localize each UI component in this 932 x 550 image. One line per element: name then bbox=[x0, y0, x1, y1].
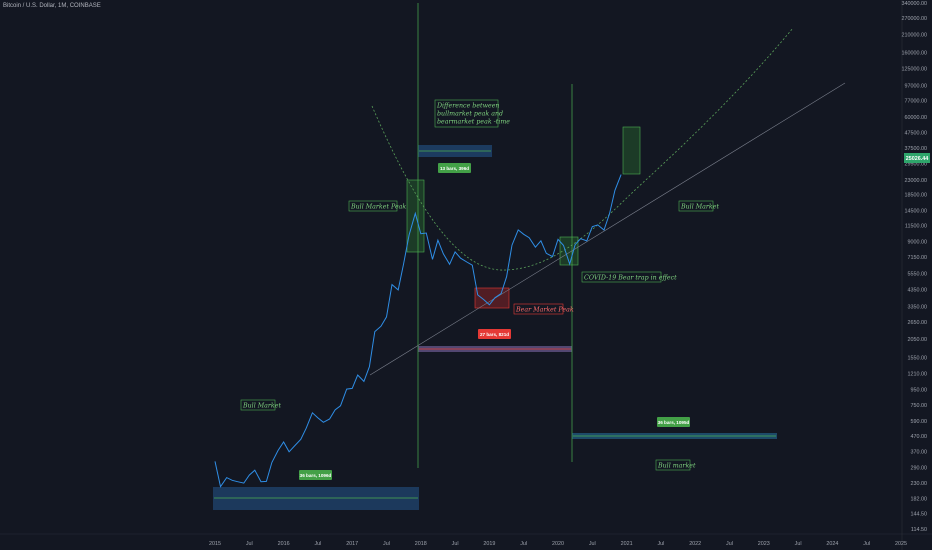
y-tick-label: 470.00 bbox=[911, 434, 928, 440]
x-tick-label: Jul bbox=[863, 541, 870, 547]
note-bull-bottom: Bull market bbox=[657, 463, 696, 470]
y-tick-label: 144.50 bbox=[911, 512, 928, 518]
x-tick-label: 2020 bbox=[552, 541, 564, 547]
range-badge-r1-text: 36 bars, 1096d bbox=[300, 473, 332, 478]
x-tick-label: Jul bbox=[452, 541, 459, 547]
long-term-trend-line bbox=[369, 82, 846, 376]
y-tick-label: 370.00 bbox=[911, 450, 928, 456]
note-bull-peak-box bbox=[348, 200, 398, 212]
y-tick-label: 37500.00 bbox=[905, 146, 927, 152]
highlight-covid-box bbox=[559, 236, 579, 266]
last-price-label bbox=[904, 153, 930, 163]
range-badge-r4 bbox=[657, 417, 690, 427]
y-tick-label: 23000.00 bbox=[905, 178, 927, 184]
x-tick-label: 2018 bbox=[415, 541, 427, 547]
note-bull-right: Bull Market bbox=[680, 204, 719, 211]
y-tick-label: 750.00 bbox=[911, 403, 928, 409]
y-tick-label: 590.00 bbox=[911, 419, 928, 425]
y-tick-label: 18500.00 bbox=[905, 192, 927, 198]
x-tick-label: 2015 bbox=[209, 541, 221, 547]
note-bull-peak: Bull Market Peak bbox=[350, 204, 406, 211]
x-tick-label: Jul bbox=[314, 541, 321, 547]
note-difference-line2: bullmarket peak and bbox=[437, 111, 503, 118]
y-tick-label: 230.00 bbox=[911, 481, 928, 487]
y-tick-label: 2050.00 bbox=[908, 337, 928, 343]
x-tick-label: 2021 bbox=[621, 541, 633, 547]
range-badge-r3 bbox=[478, 329, 511, 339]
y-tick-label: 290.00 bbox=[911, 466, 928, 472]
note-bull-bottom-box bbox=[655, 459, 691, 471]
x-tick-label: 2023 bbox=[758, 541, 770, 547]
range-badge-r2 bbox=[438, 163, 471, 173]
note-difference-line3: bearmarket peak -time bbox=[437, 119, 510, 126]
y-tick-label: 210000.00 bbox=[902, 33, 927, 39]
y-tick-label: 114.50 bbox=[911, 527, 927, 533]
x-tick-label: Jul bbox=[657, 541, 664, 547]
y-tick-label: 270000.00 bbox=[902, 16, 927, 22]
y-tick-label: 29500.00 bbox=[905, 162, 927, 168]
y-tick-label: 160000.00 bbox=[902, 50, 927, 56]
y-tick-label: 182.00 bbox=[911, 496, 928, 502]
cycle-curve-dotted bbox=[371, 27, 794, 271]
note-covid: COVID-19 Bear trap in effect bbox=[584, 275, 677, 282]
x-tick-label: 2019 bbox=[483, 541, 495, 547]
highlight-bear-peak-box bbox=[474, 287, 510, 309]
y-tick-label: 77000.00 bbox=[905, 99, 927, 105]
range-badge-r2-text: 13 bars, 396d bbox=[440, 166, 469, 171]
last-price-text: 25026.44 bbox=[906, 156, 928, 162]
x-tick-label: Jul bbox=[246, 541, 253, 547]
note-bull-left: Bull Market bbox=[242, 403, 281, 410]
range-badge-r4-text: 36 bars, 1095d bbox=[658, 420, 690, 425]
note-bull-right-box bbox=[678, 200, 714, 212]
y-tick-label: 125000.00 bbox=[902, 67, 927, 73]
x-tick-label: 2017 bbox=[346, 541, 358, 547]
y-tick-label: 340000.00 bbox=[902, 1, 927, 7]
note-covid-box bbox=[581, 271, 662, 283]
x-tick-label: 2024 bbox=[826, 541, 838, 547]
y-tick-label: 1210.00 bbox=[908, 372, 928, 378]
x-tick-label: 2022 bbox=[689, 541, 701, 547]
y-tick-label: 3350.00 bbox=[908, 305, 928, 311]
y-tick-label: 97000.00 bbox=[905, 83, 927, 89]
y-tick-label: 9000.00 bbox=[908, 240, 928, 246]
highlight-current-box bbox=[622, 126, 641, 175]
x-tick-label: Jul bbox=[726, 541, 733, 547]
x-axis[interactable]: 2015 Jul 2016 Jul 2017 Jul 2018 Jul 2019 Jul 2020 J… bbox=[0, 533, 932, 547]
note-bear-peak-box bbox=[513, 303, 564, 315]
x-tick-label: Jul bbox=[520, 541, 527, 547]
x-tick-label: 2016 bbox=[278, 541, 290, 547]
y-tick-label: 5550.00 bbox=[908, 272, 928, 278]
btc-price-line bbox=[214, 174, 622, 488]
range-badge-r3-text: 27 bars, 821d bbox=[480, 332, 509, 337]
y-tick-label: 4350.00 bbox=[908, 288, 928, 294]
note-difference-line1: Difference between bbox=[436, 103, 499, 110]
y-tick-label: 14500.00 bbox=[905, 208, 927, 214]
range-badge-r1 bbox=[299, 470, 332, 480]
y-tick-label: 7150.00 bbox=[908, 255, 928, 261]
note-difference-box bbox=[434, 99, 499, 128]
y-tick-label: 60000.00 bbox=[905, 115, 927, 121]
x-tick-label: 2025 bbox=[895, 541, 907, 547]
symbol-title: Bitcoin / U.S. Dollar, 1M, COINBASE bbox=[3, 3, 101, 9]
y-tick-label: 11500.00 bbox=[905, 224, 927, 230]
x-tick-label: Jul bbox=[795, 541, 802, 547]
y-axis[interactable]: 340000.00 270000.00 210000.00 160000.00 1250… bbox=[902, 0, 927, 550]
x-tick-label: Jul bbox=[383, 541, 390, 547]
y-tick-label: 1550.00 bbox=[908, 355, 928, 361]
y-tick-label: 950.00 bbox=[911, 388, 928, 394]
range-box-bull-2015 bbox=[213, 487, 419, 510]
y-tick-label: 47500.00 bbox=[905, 130, 927, 136]
y-tick-label: 2650.00 bbox=[908, 320, 928, 326]
note-bear-peak: Bear Market Peak bbox=[515, 307, 574, 314]
note-bull-left-box bbox=[240, 399, 276, 411]
x-tick-label: Jul bbox=[589, 541, 596, 547]
